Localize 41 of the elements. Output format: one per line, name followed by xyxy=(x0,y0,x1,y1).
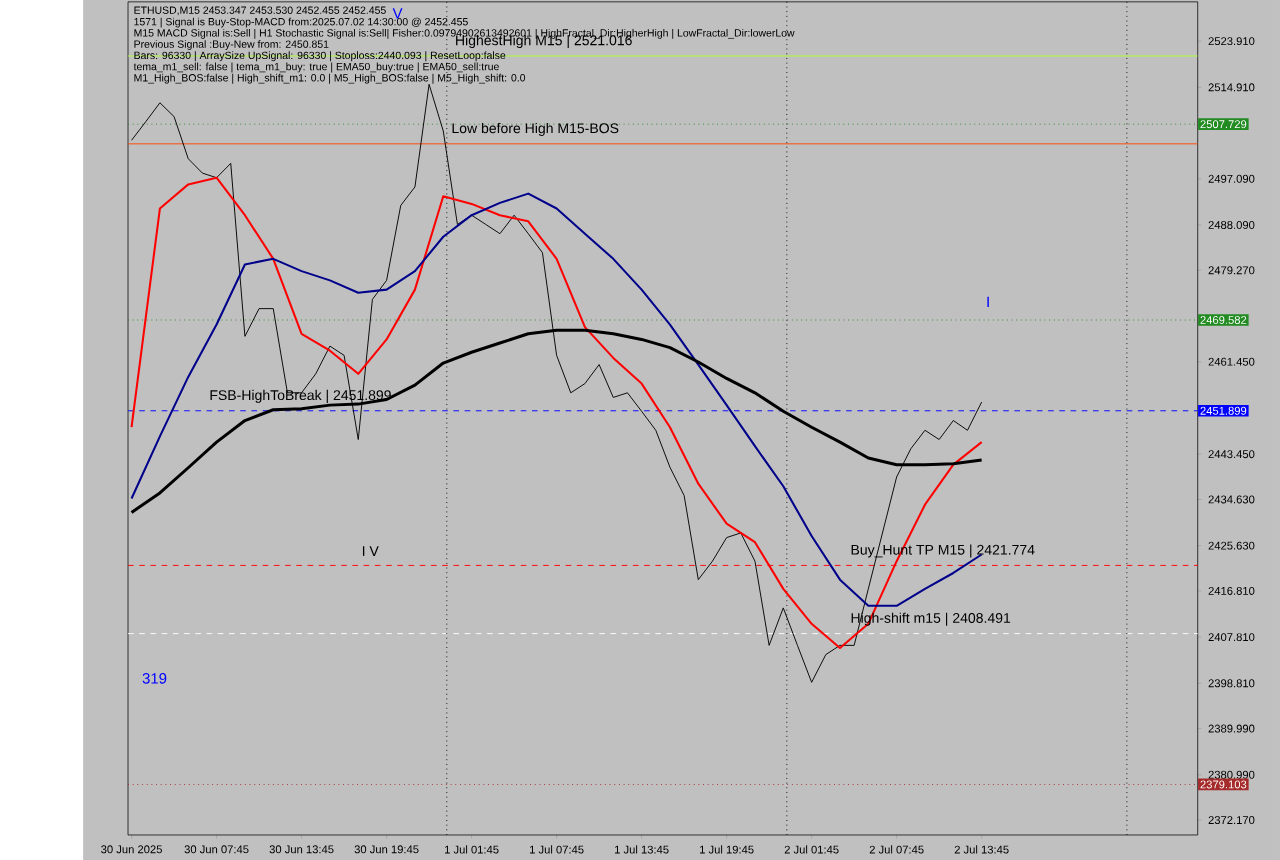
ref-line-label: 2451.899 xyxy=(1200,406,1247,415)
x-tick-label: 30 Jun 07:45 xyxy=(184,845,249,854)
y-tick-label: 2514.910 xyxy=(1208,83,1255,92)
x-tick-label: 1 Jul 19:45 xyxy=(700,845,754,854)
y-tick-label: 2434.630 xyxy=(1208,495,1255,504)
y-tick-label: 2425.630 xyxy=(1208,541,1255,550)
x-tick-label: 1 Jul 13:45 xyxy=(615,845,669,854)
annotation: I xyxy=(987,296,989,307)
ref-line-label: 2507.729 xyxy=(1200,120,1247,129)
annotation: I V xyxy=(362,546,379,556)
x-tick-label: 2 Jul 13:45 xyxy=(954,845,1009,854)
annotation: 1571 | Signal is Buy-Stop-MACD from:2025.07.02 14:30:00 @ 2452.455 xyxy=(134,17,468,28)
x-tick-label: 2 Jul 07:45 xyxy=(869,845,924,854)
annotation: M1_High_BOS:false | High_shift_m1: 0.0 | M5_High_BOS:false | M5_High_shift: 0.0 xyxy=(134,73,526,84)
annotation: ETHUSD,M15 2453.347 2453.530 2452.455 2452.455 xyxy=(134,6,386,16)
y-tick-label: 2398.810 xyxy=(1208,679,1255,688)
x-tick-label: 30 Jun 13:45 xyxy=(269,845,334,854)
y-tick-label: 2461.450 xyxy=(1208,357,1255,366)
annotation: 319 xyxy=(142,672,167,684)
ref-line-label: 2379.103 xyxy=(1200,780,1247,789)
y-tick-label: 2407.810 xyxy=(1208,633,1255,641)
ref-line-label: 2469.582 xyxy=(1200,315,1247,324)
y-tick-label: 2416.810 xyxy=(1208,586,1255,595)
y-tick-label: 2523.910 xyxy=(1208,37,1255,45)
annotation: Bars: 96330 | ArraySize UpSignal: 96330 | Stoploss:2440.093 | ResetLoop:false xyxy=(134,51,506,62)
x-tick-label: 30 Jun 2025 xyxy=(101,845,162,854)
y-tick-label: 2497.090 xyxy=(1208,174,1255,183)
y-tick-label: 2443.450 xyxy=(1208,450,1255,459)
x-tick-label: 30 Jun 19:45 xyxy=(354,845,419,854)
y-tick-label: 2488.090 xyxy=(1208,220,1255,229)
y-tick-label: 2479.270 xyxy=(1208,266,1255,275)
x-tick-label: 2 Jul 01:45 xyxy=(784,845,839,854)
x-tick-label: 1 Jul 01:45 xyxy=(445,845,499,854)
annotation: tema_m1_sell: false | tema_m1_buy: true | EMA50_buy:true | EMA50_sell:true xyxy=(133,62,499,73)
y-tick-label: 2372.170 xyxy=(1208,815,1255,824)
annotation: V xyxy=(392,8,403,19)
annotation: Previous Signal :Buy-New from: 2450.851 xyxy=(134,40,329,50)
annotation: Low before High M15-BOS xyxy=(452,122,619,136)
y-tick-label: 2389.990 xyxy=(1208,724,1255,733)
x-tick-label: 1 Jul 07:45 xyxy=(530,845,584,854)
y-tick-label: 2380.990 xyxy=(1208,770,1255,779)
